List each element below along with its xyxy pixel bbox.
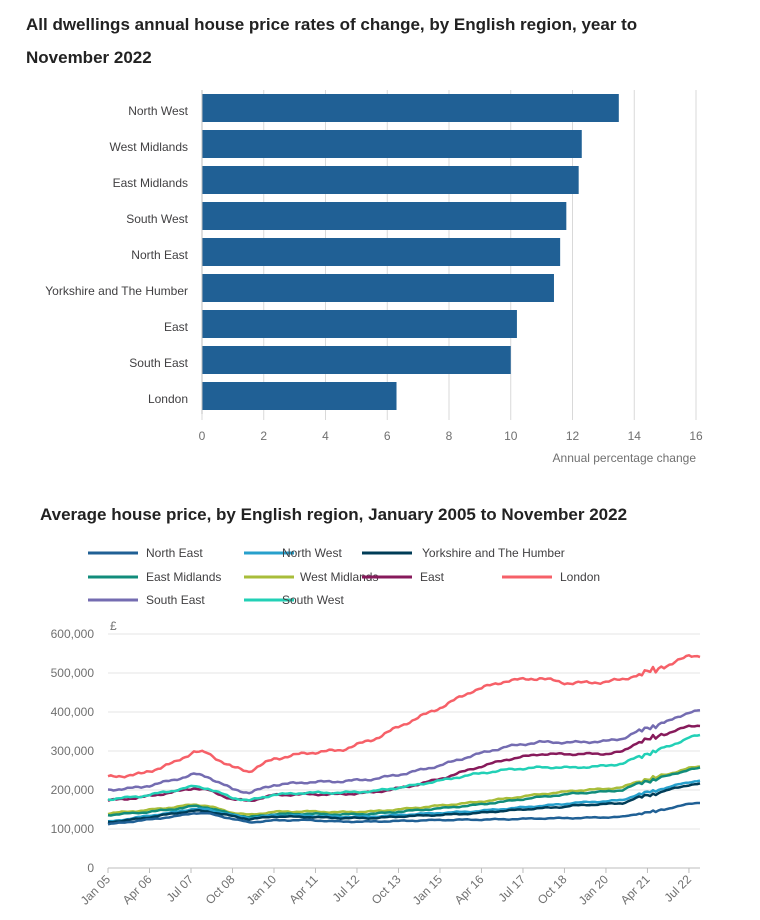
- bar-london[interactable]: [202, 382, 397, 410]
- bar-north-east[interactable]: [202, 238, 561, 266]
- category-label: North East: [131, 248, 188, 262]
- legend-label-east-midlands[interactable]: East Midlands: [146, 570, 221, 584]
- y-axis-unit: £: [110, 619, 117, 633]
- x-tick-label: 0: [199, 429, 206, 443]
- category-label: London: [148, 392, 188, 406]
- x-tick-label: Apr 21: [618, 872, 653, 907]
- x-tick-label: 2: [260, 429, 267, 443]
- bar-west-midlands[interactable]: [202, 130, 582, 158]
- line-chart-title: Average house price, by English region, …: [40, 505, 628, 524]
- legend-label-north-east[interactable]: North East: [146, 546, 203, 560]
- legend-label-yorkshire-and-the-humber[interactable]: Yorkshire and The Humber: [422, 546, 565, 560]
- x-tick-label: Jan 10: [244, 872, 280, 908]
- legend-label-west-midlands[interactable]: West Midlands: [300, 570, 378, 584]
- x-tick-label: 8: [446, 429, 453, 443]
- x-tick-label: 14: [628, 429, 642, 443]
- x-tick-label: Jul 12: [330, 872, 363, 905]
- x-tick-label: Apr 16: [452, 872, 487, 907]
- y-tick-label: 100,000: [51, 822, 95, 836]
- line-chart: North East North West Yorkshire and The Hu…: [51, 546, 701, 908]
- series-line-west-midlands[interactable]: [107, 765, 701, 816]
- series-line-london[interactable]: [107, 654, 701, 779]
- y-tick-label: 600,000: [51, 627, 95, 641]
- category-label: Yorkshire and The Humber: [45, 284, 188, 298]
- bar-yorkshire-and-the-humber[interactable]: [202, 274, 554, 302]
- x-tick-label: Jan 20: [576, 872, 612, 908]
- x-tick-label: Oct 13: [369, 872, 404, 907]
- x-tick-label: Jul 17: [496, 872, 529, 905]
- legend-label-south-east[interactable]: South East: [146, 593, 205, 607]
- legend-label-east[interactable]: East: [420, 570, 445, 584]
- x-tick-label: Apr 06: [120, 872, 155, 907]
- bar-north-west[interactable]: [202, 94, 619, 122]
- series-line-north-west[interactable]: [107, 779, 701, 823]
- bar-south-west[interactable]: [202, 202, 567, 230]
- x-tick-label: 10: [504, 429, 518, 443]
- x-tick-label: Oct 08: [203, 872, 238, 907]
- x-tick-label: Jul 07: [164, 872, 197, 905]
- series-line-east-midlands[interactable]: [107, 766, 701, 819]
- x-tick-label: 12: [566, 429, 580, 443]
- legend-label-north-west[interactable]: North West: [282, 546, 342, 560]
- x-tick-label: 6: [384, 429, 391, 443]
- legend-label-south-west[interactable]: South West: [282, 593, 344, 607]
- x-axis-label: Annual percentage change: [553, 451, 697, 465]
- y-tick-label: 300,000: [51, 744, 95, 758]
- x-tick-label: Oct 18: [535, 872, 570, 907]
- x-tick-label: 16: [689, 429, 703, 443]
- bar-chart-title: All dwellings annual house price rates o…: [26, 15, 638, 67]
- series-line-north-east[interactable]: [107, 801, 700, 826]
- y-tick-label: 0: [87, 861, 94, 875]
- series-line-south-west[interactable]: [107, 733, 701, 802]
- x-tick-label: Jan 15: [410, 872, 446, 908]
- bar-south-east[interactable]: [202, 346, 511, 374]
- bar-east[interactable]: [202, 310, 517, 338]
- category-label: North West: [128, 104, 188, 118]
- category-label: South West: [126, 212, 188, 226]
- y-tick-label: 500,000: [51, 666, 95, 680]
- x-tick-label: 4: [322, 429, 329, 443]
- x-tick-label: Jul 22: [662, 872, 695, 905]
- category-label: West Midlands: [110, 140, 188, 154]
- series-line-yorkshire-and-the-humber[interactable]: [107, 782, 701, 824]
- bar-chart: 0 2 4 6 8 10 12 14 16 North West West Midlands East…: [45, 90, 703, 465]
- y-tick-label: 200,000: [51, 783, 95, 797]
- category-label: East Midlands: [113, 176, 188, 190]
- bar-east-midlands[interactable]: [202, 166, 579, 194]
- x-tick-label: Apr 11: [286, 872, 321, 907]
- x-tick-label: Jan 05: [78, 872, 114, 908]
- y-tick-label: 400,000: [51, 705, 95, 719]
- category-label: South East: [129, 356, 188, 370]
- series-line-south-east[interactable]: [107, 708, 701, 795]
- category-label: East: [164, 320, 189, 334]
- legend-label-london[interactable]: London: [560, 570, 600, 584]
